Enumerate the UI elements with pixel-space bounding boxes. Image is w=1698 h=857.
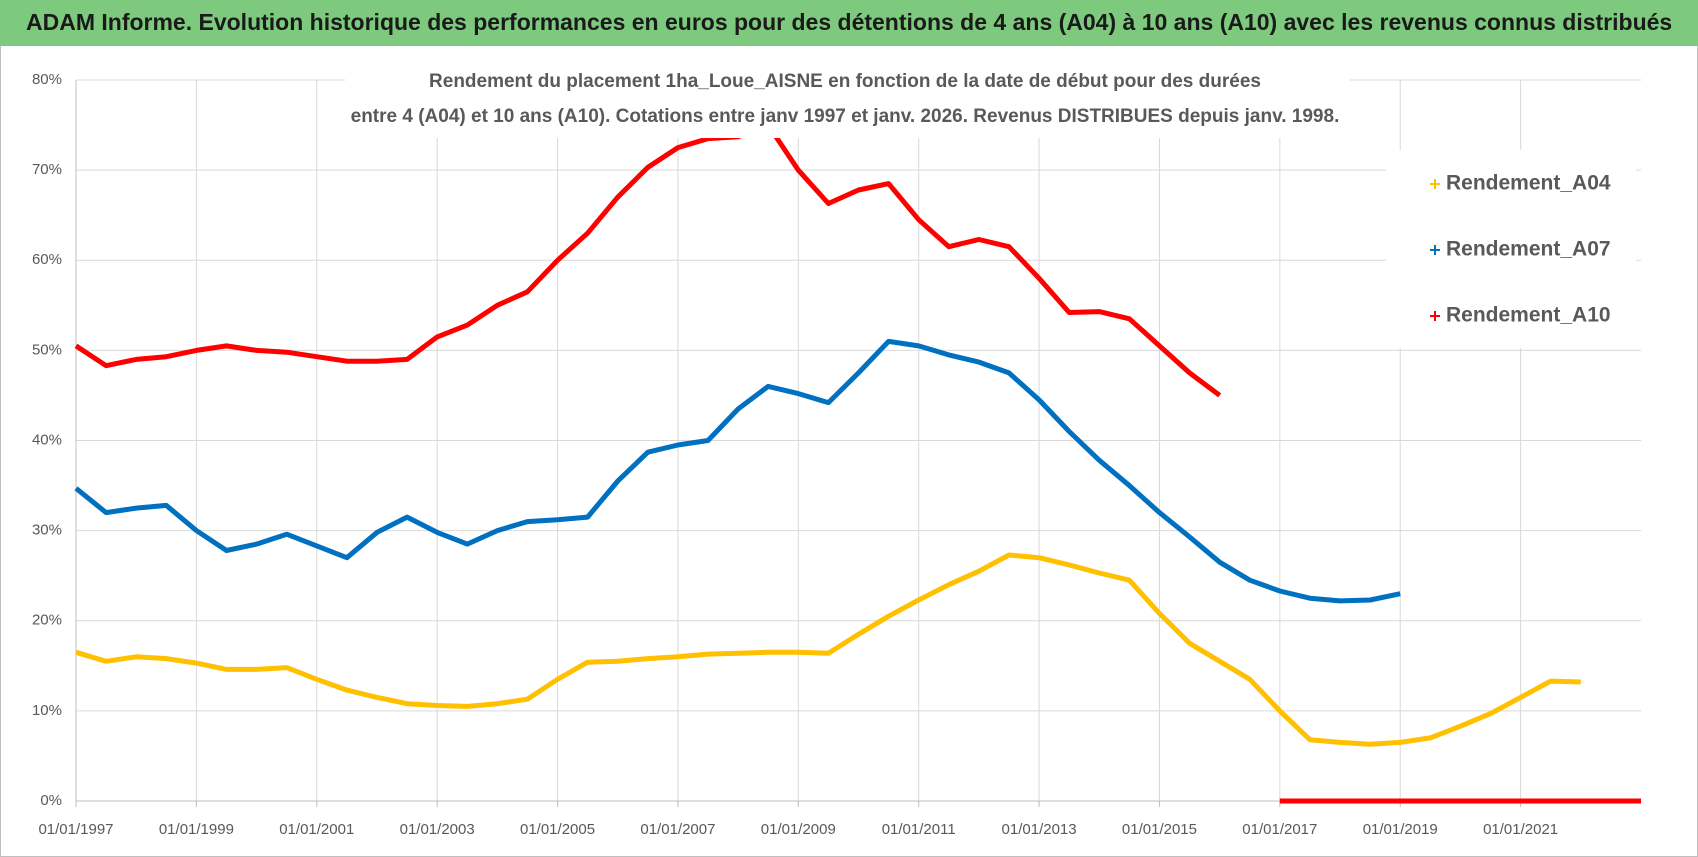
title-box (345, 64, 1350, 138)
x-tick-label: 01/01/2005 (520, 821, 595, 838)
chart-title: Rendement du placement 1ha_Loue_AISNE en… (429, 71, 1261, 92)
x-tick-label: 01/01/2015 (1122, 821, 1197, 838)
x-tick-label: 01/01/2003 (400, 821, 475, 838)
y-tick-label: 0% (40, 792, 62, 809)
x-tick-label: 01/01/2021 (1483, 821, 1558, 838)
legend-label: Rendement_A10 (1446, 304, 1611, 327)
chart-subtitle: entre 4 (A04) et 10 ans (A10). Cotations… (351, 106, 1340, 127)
series-line (75, 552, 1581, 747)
y-tick-label: 20% (32, 612, 62, 629)
legend-label: Rendement_A04 (1446, 172, 1611, 195)
plot-area: 0% 10% 20% 30% 40% 50% 60% 70% 80% 01/01/1997 01/0… (32, 71, 1641, 838)
series-line (74, 122, 1641, 804)
header-title: ADAM Informe. Evolution historique des p… (26, 9, 1672, 35)
x-tick-label: 01/01/2001 (279, 821, 354, 838)
legend-marker (1430, 245, 1440, 255)
legend (1386, 150, 1636, 348)
x-tick-label: 01/01/1997 (38, 821, 113, 838)
y-tick-label: 50% (32, 341, 62, 358)
y-tick-label: 10% (32, 702, 62, 719)
x-tick-label: 01/01/2007 (640, 821, 715, 838)
legend-marker (1430, 311, 1440, 321)
x-tick-label: 01/01/2019 (1363, 821, 1438, 838)
y-tick-label: 60% (32, 251, 62, 268)
x-tick-label: 01/01/2013 (1002, 821, 1077, 838)
x-tick-label: 01/01/2009 (761, 821, 836, 838)
legend-label: Rendement_A07 (1446, 238, 1611, 261)
x-tick-label: 01/01/1999 (159, 821, 234, 838)
series-line (74, 338, 1401, 604)
y-tick-label: 30% (32, 522, 62, 539)
y-tick-label: 70% (32, 161, 62, 178)
x-tick-label: 01/01/2011 (882, 821, 956, 838)
header-bar (0, 0, 1698, 46)
y-tick-label: 40% (32, 431, 62, 448)
legend-marker (1430, 179, 1440, 189)
x-tick-label: 01/01/2017 (1242, 821, 1317, 838)
y-tick-label: 80% (32, 71, 62, 88)
